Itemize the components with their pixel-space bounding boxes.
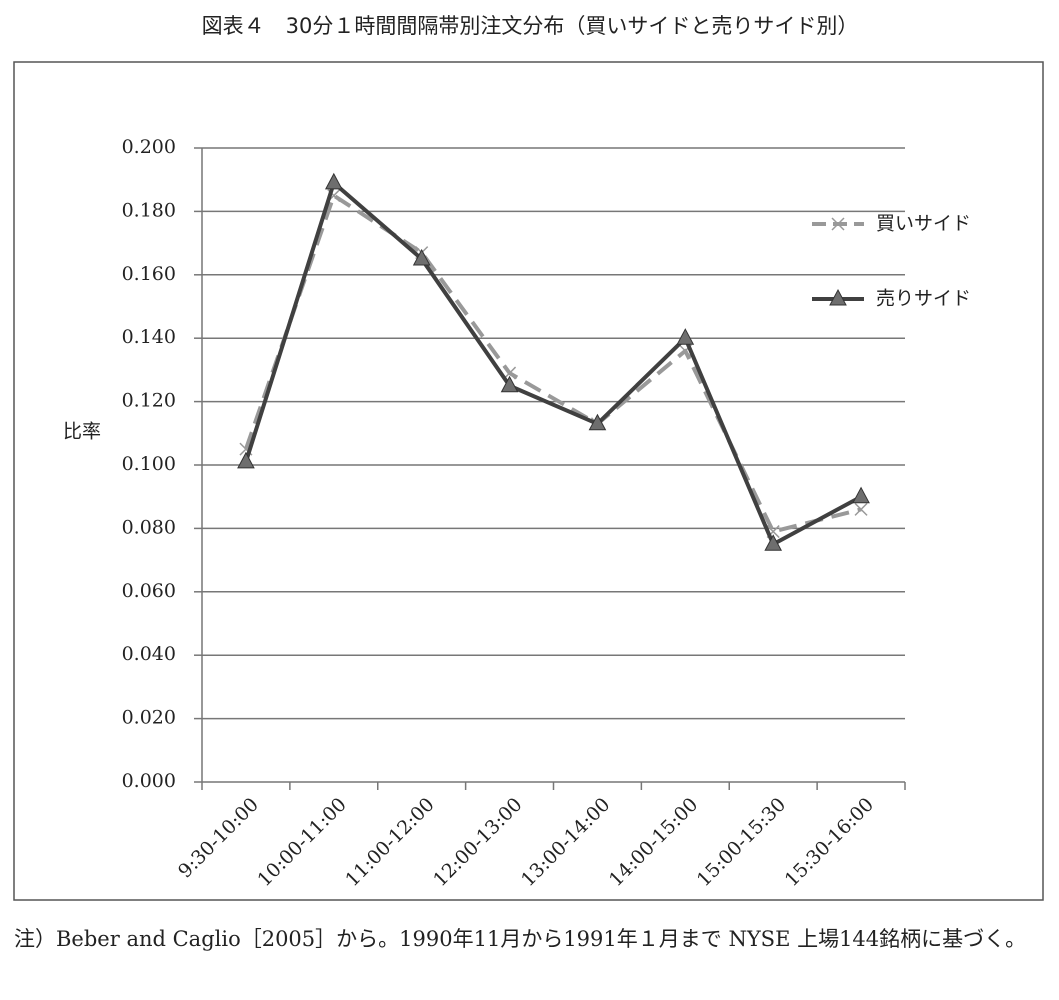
- legend-label: 売りサイド: [876, 288, 971, 310]
- y-tick-label: 0.080: [122, 516, 176, 538]
- y-tick-label: 0.160: [122, 263, 176, 285]
- x-tick-label: 15:30-16:00: [781, 794, 879, 892]
- y-tick-label: 0.100: [122, 453, 176, 475]
- y-axis-label: 比率: [63, 421, 101, 443]
- marker: [764, 534, 783, 551]
- chart: 図表４ 30分１時間間隔帯別注文分布（買いサイドと売りサイド別） 比率 0.00…: [13, 14, 1044, 901]
- y-tick-label: 0.040: [122, 643, 176, 665]
- series-line: [244, 193, 862, 534]
- x-tick-label: 12:00-13:00: [429, 794, 527, 892]
- x-tick-label: 15:00-15:30: [693, 794, 791, 892]
- marker: [237, 451, 255, 469]
- marker: [324, 172, 343, 190]
- y-tick-label: 0.120: [122, 390, 176, 412]
- y-tick-label: 0.060: [122, 580, 176, 602]
- marker: [676, 328, 695, 345]
- series-line: [244, 180, 863, 547]
- x-tick-label: 11:00-12:00: [341, 794, 439, 892]
- footnote: 注）Beber and Caglio［2005］から。1990年11月から199…: [14, 927, 1027, 951]
- x-tick-label: 14:00-15:00: [605, 794, 703, 892]
- marker: [852, 486, 870, 504]
- x-tick-label: 10:00-11:00: [253, 794, 351, 892]
- y-tick-label: 0.140: [122, 326, 176, 348]
- chart-frame: [13, 61, 1044, 901]
- marker: [588, 413, 607, 431]
- y-tick-label: 0.180: [122, 199, 176, 221]
- legend-marker: [831, 217, 845, 231]
- y-tick-label: 0.020: [122, 707, 176, 729]
- y-tick-label: 0.000: [122, 770, 176, 792]
- marker: [500, 375, 519, 393]
- marker: [412, 248, 431, 266]
- chart-title: 図表４ 30分１時間間隔帯別注文分布（買いサイドと売りサイド別）: [202, 14, 859, 38]
- y-tick-label: 0.200: [122, 136, 176, 158]
- x-tick-label: 13:00-14:00: [517, 794, 615, 892]
- legend-label: 買いサイド: [876, 213, 971, 235]
- marker: [854, 502, 868, 516]
- legend-marker: [829, 288, 847, 306]
- x-tick-label: 9:30-10:00: [174, 794, 263, 883]
